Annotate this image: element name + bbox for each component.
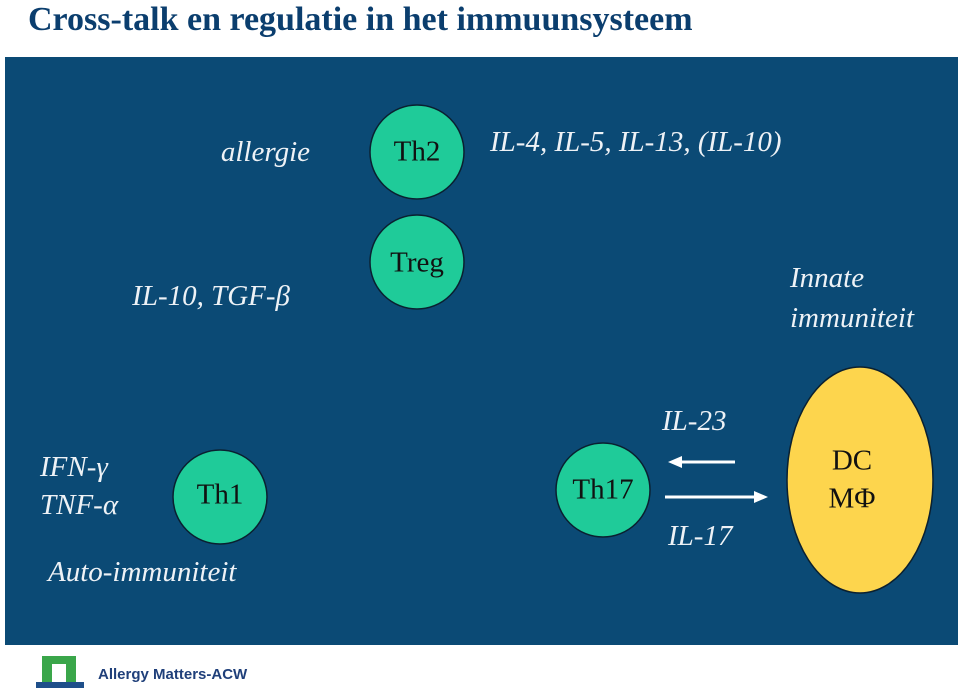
label: IL-4, IL-5, IL-13, (IL-10) [489,126,782,158]
arrowhead [754,491,768,503]
node-label: DC [832,445,872,477]
label: Innate [789,262,864,294]
label: TNF-α [40,489,119,521]
label: IFN-γ [39,451,109,483]
panel [5,57,958,645]
label: IL-23 [661,405,726,437]
node-label: Th2 [394,136,441,168]
node-circle [172,449,268,545]
node-label: MΦ [829,483,876,515]
label: Auto-immuniteit [46,556,237,588]
footer-brand: Allergy Matters-ACW [98,666,248,683]
label: allergie [221,136,310,168]
arrowhead [668,456,682,468]
label: IL-17 [667,520,734,552]
node-ellipse [786,366,934,594]
node-circle [555,442,651,538]
label: IL-10, TGF-β [131,280,290,312]
label: immuniteit [790,302,915,334]
logo [36,656,84,688]
node-circle [369,104,465,200]
node-label: Th17 [572,474,633,506]
title: Cross-talk en regulatie in het immuunsys… [28,1,693,38]
node-label: Treg [390,247,444,279]
node-circle [369,214,465,310]
node-label: Th1 [197,479,244,511]
